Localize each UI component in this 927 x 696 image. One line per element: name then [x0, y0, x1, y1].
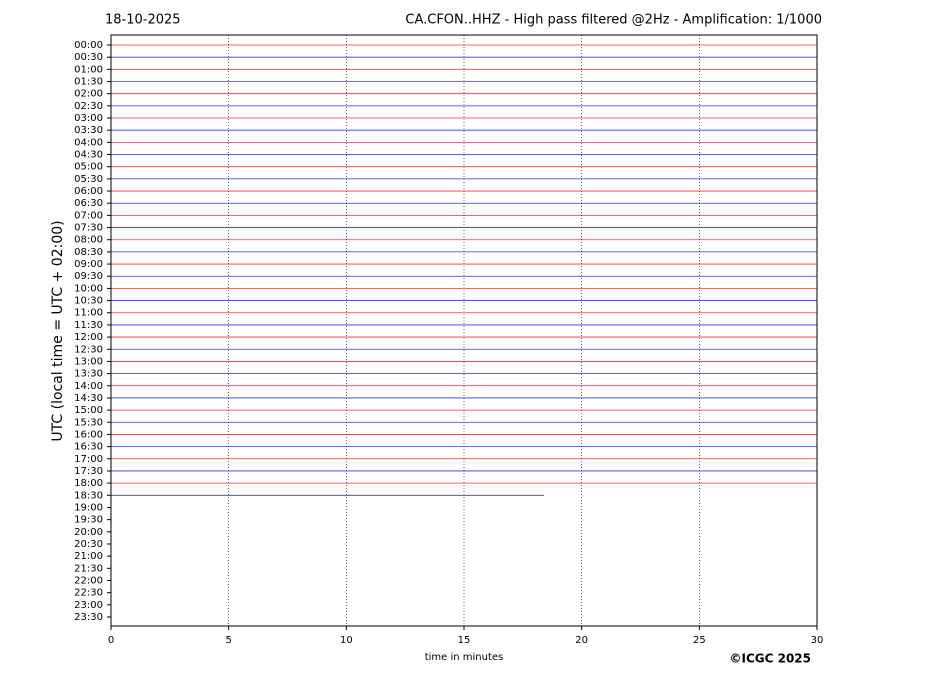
- chart-title: CA.CFON..HHZ - High pass filtered @2Hz -…: [405, 13, 822, 28]
- y-tick-label: 23:00: [74, 600, 103, 611]
- x-tick-label: 20: [575, 635, 588, 646]
- y-tick-label: 08:00: [74, 235, 103, 246]
- y-tick-label: 04:00: [74, 137, 103, 148]
- y-tick-label: 12:30: [74, 344, 103, 355]
- y-tick-label: 08:30: [74, 247, 103, 258]
- y-tick-label: 20:00: [74, 527, 103, 538]
- y-tick-label: 15:30: [74, 417, 103, 428]
- y-tick-label: 19:00: [74, 502, 103, 513]
- y-tick-label: 15:00: [74, 405, 103, 416]
- y-tick-label: 20:30: [74, 539, 103, 550]
- y-tick-label: 14:00: [74, 381, 103, 392]
- y-tick-label: 03:00: [74, 113, 103, 124]
- y-tick-label: 01:30: [74, 77, 103, 88]
- x-tick-label: 0: [108, 635, 114, 646]
- y-tick-label: 02:00: [74, 89, 103, 100]
- y-tick-label: 07:30: [74, 223, 103, 234]
- y-tick-label: 14:30: [74, 393, 103, 404]
- y-tick-label: 17:00: [74, 454, 103, 465]
- y-tick-label: 23:30: [74, 612, 103, 623]
- x-tick-label: 30: [811, 635, 824, 646]
- y-tick-label: 19:30: [74, 515, 103, 526]
- y-tick-label: 16:30: [74, 442, 103, 453]
- y-tick-label: 06:00: [74, 186, 103, 197]
- y-axis-label: UTC (local time = UTC + 02:00): [50, 220, 66, 441]
- y-tick-label: 00:30: [74, 52, 103, 63]
- y-tick-label: 21:30: [74, 563, 103, 574]
- y-tick-label: 13:00: [74, 356, 103, 367]
- x-tick-label: 15: [458, 635, 471, 646]
- y-tick-label: 11:30: [74, 320, 103, 331]
- y-tick-label: 13:30: [74, 369, 103, 380]
- y-tick-label: 02:30: [74, 101, 103, 112]
- y-tick-label: 09:30: [74, 271, 103, 282]
- plot-frame: [110, 34, 818, 627]
- y-tick-label: 17:30: [74, 466, 103, 477]
- y-tick-label: 18:30: [74, 490, 103, 501]
- date: 18-10-2025: [105, 13, 181, 28]
- x-tick-label: 10: [340, 635, 353, 646]
- y-tick-label: 10:30: [74, 296, 103, 307]
- y-tick-label: 06:30: [74, 198, 103, 209]
- y-tick-label: 01:00: [74, 64, 103, 75]
- y-tick-label: 18:00: [74, 478, 103, 489]
- y-tick-label: 22:30: [74, 588, 103, 599]
- y-tick-label: 10:00: [74, 283, 103, 294]
- y-tick-label: 16:00: [74, 429, 103, 440]
- x-axis-label: time in minutes: [425, 652, 504, 663]
- y-tick-label: 07:00: [74, 210, 103, 221]
- y-tick-label: 11:00: [74, 308, 103, 319]
- y-tick-label: 22:00: [74, 575, 103, 586]
- y-tick-label: 04:30: [74, 150, 103, 161]
- y-tick-label: 05:00: [74, 162, 103, 173]
- y-tick-label: 03:30: [74, 125, 103, 136]
- y-tick-label: 00:00: [74, 40, 103, 51]
- copyright: ©ICGC 2025: [729, 652, 811, 666]
- x-tick-label: 5: [225, 635, 231, 646]
- x-tick-label: 25: [693, 635, 706, 646]
- y-tick-label: 12:00: [74, 332, 103, 343]
- y-tick-label: 05:30: [74, 174, 103, 185]
- y-tick-label: 21:00: [74, 551, 103, 562]
- y-tick-label: 09:00: [74, 259, 103, 270]
